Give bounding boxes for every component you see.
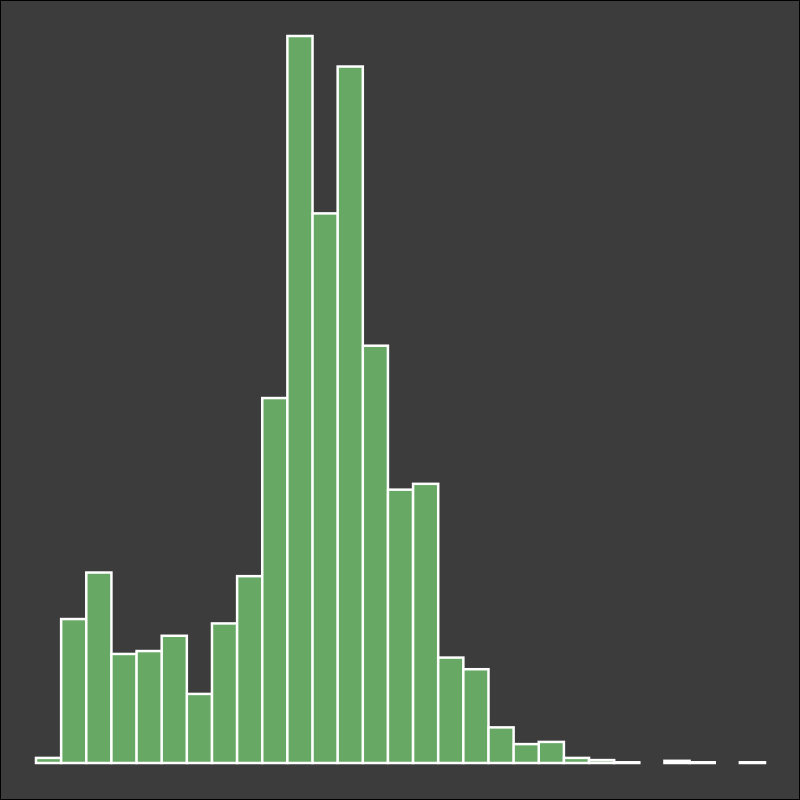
histogram-bar-21 <box>537 740 566 765</box>
histogram-bar-3 <box>85 571 113 765</box>
histogram-bar-8 <box>210 622 239 765</box>
histogram-bar-27 <box>688 761 716 765</box>
histogram-bar-14 <box>361 344 390 765</box>
histogram-bar-26 <box>663 759 691 765</box>
histogram-bar-6 <box>160 634 189 765</box>
histogram-bar-10 <box>260 396 289 765</box>
histogram-bar-17 <box>436 656 465 765</box>
histogram-bar-5 <box>135 649 163 765</box>
histogram-bar-9 <box>235 574 264 765</box>
histogram-bar-13 <box>336 65 365 765</box>
histogram-bar-15 <box>386 488 415 765</box>
histogram-bar-11 <box>286 34 314 765</box>
histogram-bar-20 <box>512 742 541 765</box>
histogram-bar-24 <box>612 761 641 765</box>
histogram-bar-4 <box>110 652 138 765</box>
histogram-bar-19 <box>487 726 515 765</box>
histogram-bars <box>34 34 767 765</box>
histogram-bar-1 <box>34 756 63 765</box>
histogram-bar-22 <box>562 756 591 765</box>
histogram-bar-2 <box>59 617 88 765</box>
histogram-bar-18 <box>462 667 490 765</box>
histogram-bar-23 <box>587 758 616 765</box>
histogram-bar-12 <box>311 212 339 765</box>
histogram-bar-16 <box>411 482 440 765</box>
histogram-bar-7 <box>185 692 214 765</box>
histogram-bar-29 <box>738 761 767 765</box>
